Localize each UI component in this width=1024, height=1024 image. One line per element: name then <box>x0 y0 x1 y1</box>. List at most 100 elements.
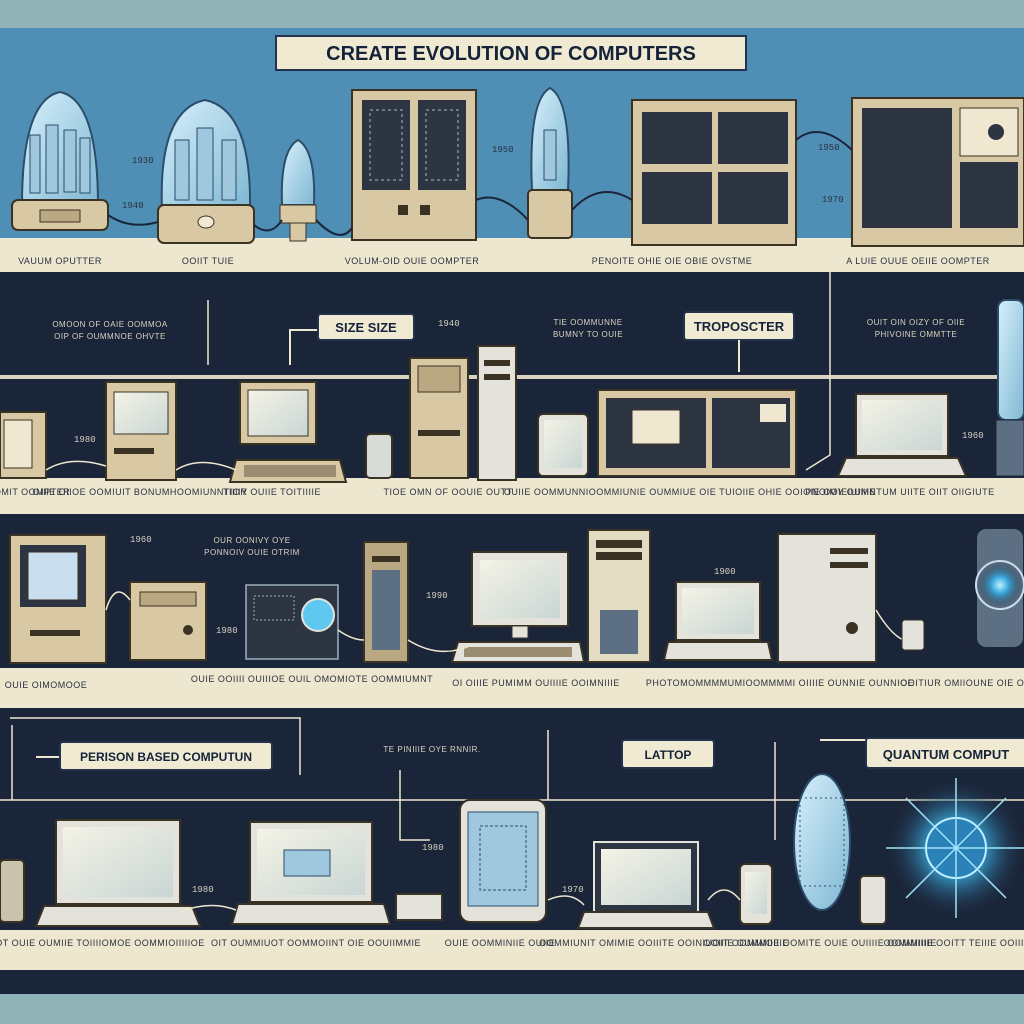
cable <box>571 191 633 211</box>
note-line: TIE OOMMUNNE <box>553 318 622 327</box>
callout-label: TROPOSCTER <box>694 319 785 334</box>
caption: OOMMIIIIE OOITT TEIIIE OOIIIIIE <box>884 938 1024 948</box>
caption: VAUUM OPUTTER <box>18 256 102 266</box>
year-tag: 1970 <box>562 885 584 895</box>
callout-laptop: LATTOP <box>621 739 715 769</box>
cable <box>315 219 353 236</box>
caption: OTEOMIT OOMPTER <box>0 487 70 497</box>
caption: OOIIT TUIE <box>182 256 234 266</box>
early-pc <box>105 381 177 481</box>
cylinder-device <box>0 859 25 923</box>
desktop-monitor <box>450 551 586 663</box>
caption: VOLUM-OID OUIE OOMPTER <box>345 256 480 266</box>
quantum-sphere <box>886 778 1024 918</box>
year-tag: 1970 <box>822 195 844 205</box>
caption: OT OUIE OUMIIE TOIIIIOMOE OOMMIOIIIIIOE <box>0 938 205 948</box>
callout-person: PERISON BASED COMPUTUN <box>36 741 273 771</box>
vacuum-tube-jar-2 <box>157 98 255 244</box>
callout-size: SIZE SIZE <box>289 313 415 365</box>
small-phone <box>365 433 393 479</box>
year-tag: 1900 <box>714 567 736 577</box>
old-terminal <box>0 411 47 479</box>
beige-tower <box>587 529 651 663</box>
laptop-large <box>34 819 202 927</box>
cable <box>475 196 529 221</box>
note-line: PHIVOINE OMMTTE <box>875 330 958 339</box>
quantum-tube-row2 <box>995 299 1024 477</box>
year-tag: 1930 <box>132 156 154 166</box>
caption: OOMMIUNIT OMIMIE OOIIITE OOINIUOIT OOMMI… <box>539 938 789 948</box>
floppy-drive-unit <box>129 581 207 661</box>
cabinet-computer-2 <box>631 99 797 246</box>
cable <box>795 131 853 151</box>
callout-label: SIZE SIZE <box>335 320 397 335</box>
quantum-capsule <box>793 773 851 911</box>
year-tag: 1980 <box>74 435 96 445</box>
row3-shelf <box>0 668 1024 708</box>
year-tag: 1980 <box>422 843 444 853</box>
laptop-row2 <box>836 393 968 477</box>
callout-label: PERISON BASED COMPUTUN <box>80 750 252 764</box>
tower-pc-1 <box>409 357 469 479</box>
row4-shelf <box>0 930 1024 970</box>
callout-transistor: TROPOSCTER <box>683 311 795 372</box>
cabinet-computer-3 <box>851 97 1024 247</box>
caption: TIIIIY OUIIE TOITIIIIE <box>223 487 321 497</box>
year-tag: 1950 <box>492 145 514 155</box>
caption: TIOE OMN OF OOUIE OUTT <box>384 487 513 497</box>
year-tag: 1980 <box>216 626 238 636</box>
smartphone-circuit <box>459 799 547 923</box>
note-line: OMOON OF OAIE OOMMOA <box>52 320 168 329</box>
server-tower <box>777 533 877 663</box>
cable <box>107 214 159 226</box>
tall-vacuum-tube <box>527 86 573 239</box>
callout-label: LATTOP <box>645 748 692 762</box>
year-tag: 1940 <box>438 319 460 329</box>
circuit-board <box>245 584 339 660</box>
tablet <box>537 413 589 477</box>
note-line: OUIT OIN OIZY OF OIIE <box>867 318 965 327</box>
year-tag: 1990 <box>426 591 448 601</box>
caption: OUIE OOIIII OUIIIOE OUIL OMOMIOTE OOMMIU… <box>191 674 433 684</box>
caption: OI OIIIE PUMIMM OUIIIIE OOIMNIIIE <box>452 678 620 688</box>
caption: OUIE OIMOMOOE <box>5 680 88 690</box>
caption: PENOITE OHIE OIE OBIE OVSTME <box>592 256 753 266</box>
row2-note-right: OUIT OIN OIZY OF OIIE PHIVOINE OMMTTE <box>867 318 965 339</box>
caption: A LUIE OUUE OEIIE OOMPTER <box>846 256 990 266</box>
row2-shelf <box>0 478 1024 514</box>
transistor-cabinet <box>597 389 797 477</box>
year-tag: 1960 <box>962 431 984 441</box>
caption: PHOTOMOMMMMUMIOOMMMMI OIIIIE OUNNIE OUNN… <box>646 678 914 688</box>
cabinet-computer-1 <box>351 89 477 241</box>
tower-pc-2 <box>477 345 517 481</box>
page-title: CREATE EVOLUTION OF COMPUTERS <box>326 43 696 65</box>
note-line: BUMNY TO OUIE <box>553 330 623 339</box>
caption: OUIIE OOMMUNNIOOMMIUNIE OUMMIUE OIE TUIO… <box>504 487 876 497</box>
callout-quantum: QUANTUM COMPUT <box>820 737 1024 769</box>
caption: OUIE OOMMINIIE OUIIE <box>445 938 556 948</box>
laptop-with-window <box>230 821 392 925</box>
caption: OOITIUR OMIIOUNE OIE OIIIE <box>900 678 1024 688</box>
caption: OIT OUMMIUOT OOMMOIINT OIE OOUIIMMIE <box>211 938 421 948</box>
tall-tower-dark <box>363 541 409 663</box>
caption: PNOIMY OUMNTUM UIITE OIIT OIIGIUTE <box>805 487 994 497</box>
small-phone-row4 <box>859 875 887 925</box>
cable <box>253 219 283 232</box>
laptop-row3 <box>662 581 774 661</box>
caption: OOIIIE OUMMIIE OOMITE OUIE OUIIIIE OOMMI… <box>703 938 937 948</box>
vacuum-tube-jar-1 <box>11 90 109 231</box>
single-vacuum-tube <box>279 138 317 242</box>
note-line: OUR OONIVY OYE <box>213 536 290 545</box>
year-tag: 1940 <box>122 201 144 211</box>
year-tag: 1980 <box>192 885 214 895</box>
phone-row4 <box>739 863 773 925</box>
row2-note-mid: TIE OOMMUNNE BUMNY TO OUIE <box>553 318 623 339</box>
note-line: TE PINIIIE OYE RNNIR. <box>383 745 480 754</box>
retro-mac <box>9 534 107 664</box>
row2-note-left: OMOON OF OAIE OOMMOA OIP OF OUMMNOE OHVT… <box>52 320 168 341</box>
mini-device <box>395 893 443 921</box>
caption: OIIIE OIIOE OOMIUIT BONUMHOOMIUNNTIOR <box>33 487 248 497</box>
year-tag: 1950 <box>818 143 840 153</box>
